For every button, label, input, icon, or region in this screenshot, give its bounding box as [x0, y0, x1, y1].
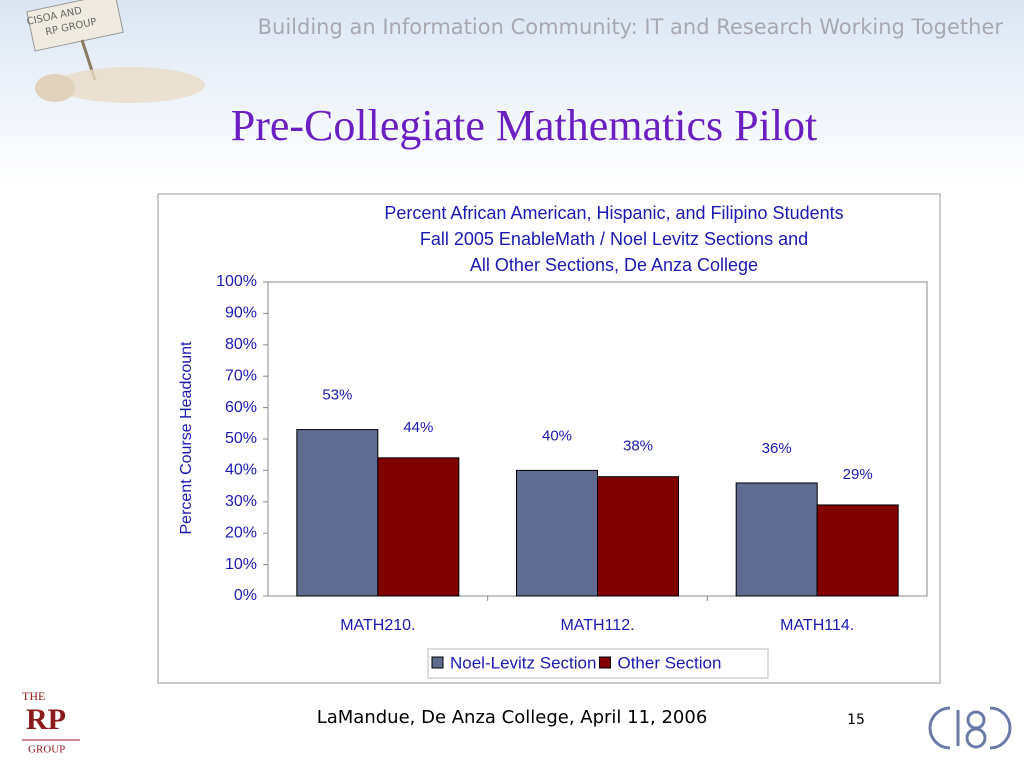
y-tick-label: 90% [225, 305, 257, 322]
legend-box [427, 648, 769, 679]
bar [597, 476, 679, 597]
banner: Building an Information Community: IT an… [258, 15, 1004, 39]
legend-label: Noel-Levitz Section [450, 653, 596, 672]
footer-text: LaMandue, De Anza College, April 11, 200… [317, 707, 708, 728]
y-tick-label: 0% [234, 587, 257, 604]
y-tick-label: 40% [225, 462, 257, 479]
x-tick-label: MATH210. [340, 617, 415, 634]
y-tick-label: 50% [225, 430, 257, 447]
bar [516, 469, 598, 597]
page-number: 15 [847, 712, 865, 728]
chart-title: All Other Sections, De Anza College [470, 255, 758, 275]
chart-title: Percent African American, Hispanic, and … [384, 203, 843, 223]
slide-title: Pre-Collegiate Mathematics Pilot [231, 101, 818, 150]
legend-label: Other Section [617, 653, 721, 672]
legend-swatch [598, 656, 611, 669]
y-tick-label: 80% [225, 336, 257, 353]
logo-text: THE [22, 689, 45, 703]
data-label: 40% [542, 427, 572, 444]
y-tick-label: 70% [225, 367, 257, 384]
bar [735, 482, 818, 597]
data-label: 53% [322, 387, 352, 404]
data-label: 44% [403, 419, 433, 436]
legend-swatch [431, 656, 444, 669]
data-label: 38% [623, 438, 653, 455]
bar [377, 457, 460, 597]
mascot [26, 0, 205, 103]
y-axis-label: Percent Course Headcount [178, 341, 195, 535]
y-tick-label: 60% [225, 399, 257, 416]
bar [296, 429, 379, 597]
x-tick-label: MATH114. [780, 617, 854, 634]
chart-title: Fall 2005 EnableMath / Noel Levitz Secti… [420, 229, 808, 249]
y-tick-label: 10% [225, 556, 257, 573]
y-tick-label: 20% [225, 524, 257, 541]
logo-text: GROUP [28, 744, 65, 756]
y-tick-label: 100% [216, 273, 257, 290]
x-tick-label: MATH112. [560, 617, 634, 634]
data-label: 36% [762, 440, 792, 457]
cisoa-logo [928, 706, 1012, 750]
logo-text: RP [26, 703, 66, 736]
bar [816, 504, 899, 597]
y-tick-label: 30% [225, 493, 257, 510]
data-label: 29% [843, 466, 873, 483]
chart: Percent African American, Hispanic, and … [178, 203, 899, 679]
